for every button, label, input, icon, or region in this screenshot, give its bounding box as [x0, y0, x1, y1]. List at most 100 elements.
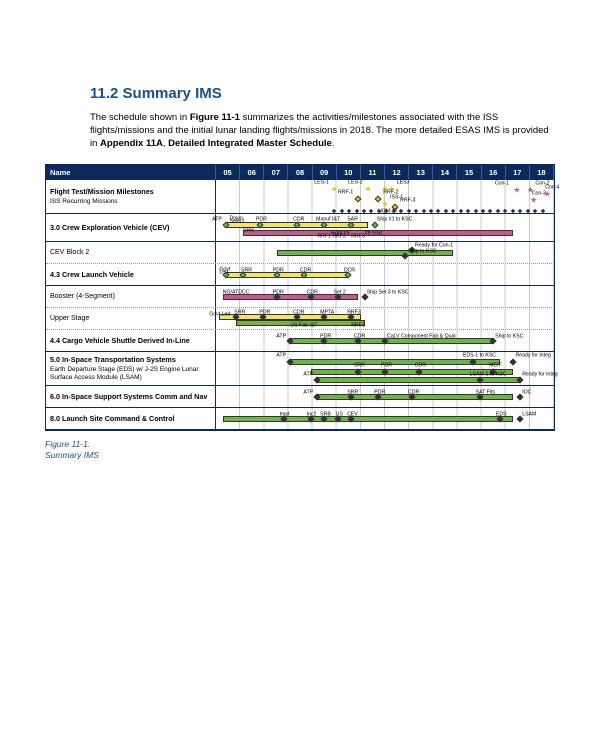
tick-icon: [540, 209, 544, 213]
row-label: Booster (4-Segment): [46, 286, 216, 307]
intro-b3: Detailed Integrated Master Schedule: [168, 138, 332, 149]
row-chart: ImplInc2SRBUSCEVEDSLSAM: [216, 408, 554, 429]
milestone-label: Ready for Integ: [522, 372, 557, 377]
milestone-label: CDR: [293, 218, 304, 223]
milestone-label: MEIT: [489, 364, 501, 369]
col-year: 13: [409, 165, 433, 180]
tick-icon: [503, 209, 507, 213]
tick-icon: [459, 209, 463, 213]
row-chart: ATPPDRCDRManuf I&TSARShip #1 to KSCDownS…: [216, 214, 554, 241]
row-label: 6.0 In-Space Support Systems Comm and Na…: [46, 386, 216, 407]
col-year: 16: [482, 165, 506, 180]
milestone-label: LSAM-1 to KSC: [470, 372, 507, 377]
tick-icon: [369, 209, 373, 213]
milestone-label: LES3: [397, 180, 410, 185]
row-label: 4.3 Crew Launch Vehicle: [46, 264, 216, 285]
milestone-label: RRF-1: [338, 190, 353, 195]
col-year: 14: [433, 165, 457, 180]
row-chart: ATPEDS-1 to KSCReady for IntegSRRPDRCDRM…: [216, 352, 554, 385]
tick-icon: [414, 209, 418, 213]
gantt-row: Booster (4-Segment)PDRCDRSet 2Ship Set 3…: [46, 286, 554, 308]
col-year: 07: [264, 165, 288, 180]
milestone-label: Ready for Integ: [515, 354, 550, 359]
gantt-bar: [223, 416, 514, 422]
caption-line2: Summary IMS: [45, 450, 99, 460]
row-chart: ★LES-1★LES-2★★LES3RRF-1RRF-2★ISS-1RRF-3★…: [216, 180, 554, 213]
tick-icon: [533, 209, 537, 213]
milestone-label: CDR: [307, 291, 318, 296]
milestone-label: EDS: [496, 413, 507, 418]
gantt-body: Flight Test/Mission MilestonesISS Recurr…: [46, 180, 554, 430]
milestone-label: CDR: [415, 364, 426, 369]
tick-icon: [526, 209, 530, 213]
tick-icon: [332, 209, 336, 213]
tick-icon: [399, 209, 403, 213]
row-label: 4.4 Cargo Vehicle Shuttle Derived In-Lin…: [46, 330, 216, 351]
milestone-label: Ship Set 3 to KSC: [367, 291, 409, 296]
row-chart: SRRPDRCDRMPTARRF3Govt LedUS Fab I&TRRF3: [216, 308, 554, 329]
milestone-label: CEV: [347, 413, 358, 418]
star-icon: ★: [530, 196, 537, 205]
milestone-label: SRR: [234, 310, 245, 315]
milestone-label: CDR: [354, 335, 365, 340]
tick-icon: [451, 209, 455, 213]
col-year: 15: [457, 165, 481, 180]
milestone-label: SRR: [354, 364, 365, 369]
col-year: 18: [530, 165, 554, 180]
row-label: Upper Stage: [46, 308, 216, 329]
row-label: CEV Block 2: [46, 242, 216, 263]
tick-icon: [354, 209, 358, 213]
milestone-label: Ship #1 to KSC: [377, 218, 412, 223]
milestone-label: Con-3: [532, 192, 546, 197]
chart-text: NG/ATDCC: [223, 291, 250, 296]
tick-icon: [473, 209, 477, 213]
intro-t4: .: [332, 138, 335, 149]
row-chart: ATPPDRCDRCaLV Component Fab & QualShip t…: [216, 330, 554, 351]
gantt-row: Flight Test/Mission MilestonesISS Recurr…: [46, 180, 554, 214]
milestone-label: MPTA: [320, 310, 334, 315]
gantt-row: Upper StageSRRPDRCDRMPTARRF3Govt LedUS F…: [46, 308, 554, 330]
chart-text: Select: [230, 219, 244, 224]
milestone-label: PDR: [374, 391, 385, 396]
row-label: 3.0 Crew Exploration Vehicle (CEV): [46, 214, 216, 241]
milestone-label: Impl: [280, 413, 290, 418]
row-label: 8.0 Launch Site Command & Control: [46, 408, 216, 429]
intro-b1: Figure 11-1: [190, 112, 240, 123]
tick-icon: [407, 209, 411, 213]
tick-icon: [518, 209, 522, 213]
tick-icon: [496, 209, 500, 213]
col-year: 08: [288, 165, 312, 180]
gantt-bar: [290, 359, 500, 365]
tick-icon: [488, 209, 492, 213]
tick-icon: [436, 209, 440, 213]
milestone-label: CDR: [408, 391, 419, 396]
chart-text: Flght #5: [331, 231, 350, 236]
col-name: Name: [46, 165, 216, 180]
row-chart: PDRCDRSet 2Ship Set 3 to KSCNG/ATDCC: [216, 286, 554, 307]
tick-icon: [340, 209, 344, 213]
tick-icon: [466, 209, 470, 213]
milestone-label: PDR: [320, 335, 331, 340]
milestone-label: US: [336, 413, 343, 418]
milestone-label: Ship to KSC: [408, 250, 436, 255]
milestone-label: EDS-1 to KSC: [463, 354, 496, 359]
col-year: 05: [216, 165, 240, 180]
row-chart: ATPSRRPDRCDRSAT FltsIOC: [216, 386, 554, 407]
milestone-label: PDR: [256, 218, 267, 223]
chart-text: SRR: [243, 228, 254, 233]
row-chart: Ready for Con-1Ship to KSC: [216, 242, 554, 263]
milestone-label: RRF3: [347, 310, 361, 315]
milestone-label: RRF-3: [400, 198, 415, 203]
tick-icon: [347, 209, 351, 213]
milestone-label: Con-4: [545, 185, 559, 190]
tick-icon: [429, 209, 433, 213]
gantt-row: 8.0 Launch Site Command & ControlImplInc…: [46, 408, 554, 430]
intro-paragraph: The schedule shown in Figure 11-1 summar…: [45, 112, 555, 150]
figure-caption: Figure 11-1. Summary IMS: [45, 439, 555, 461]
gantt-row: 6.0 In-Space Support Systems Comm and Na…: [46, 386, 554, 408]
star-icon: ★: [331, 184, 338, 193]
row-chart: SRRPDRCDRDCRGovtLed: [216, 264, 554, 285]
milestone-label: LES-2: [348, 180, 362, 185]
milestone-label: LES-1: [314, 180, 328, 185]
milestone-label: Manuf I&T: [316, 218, 340, 223]
